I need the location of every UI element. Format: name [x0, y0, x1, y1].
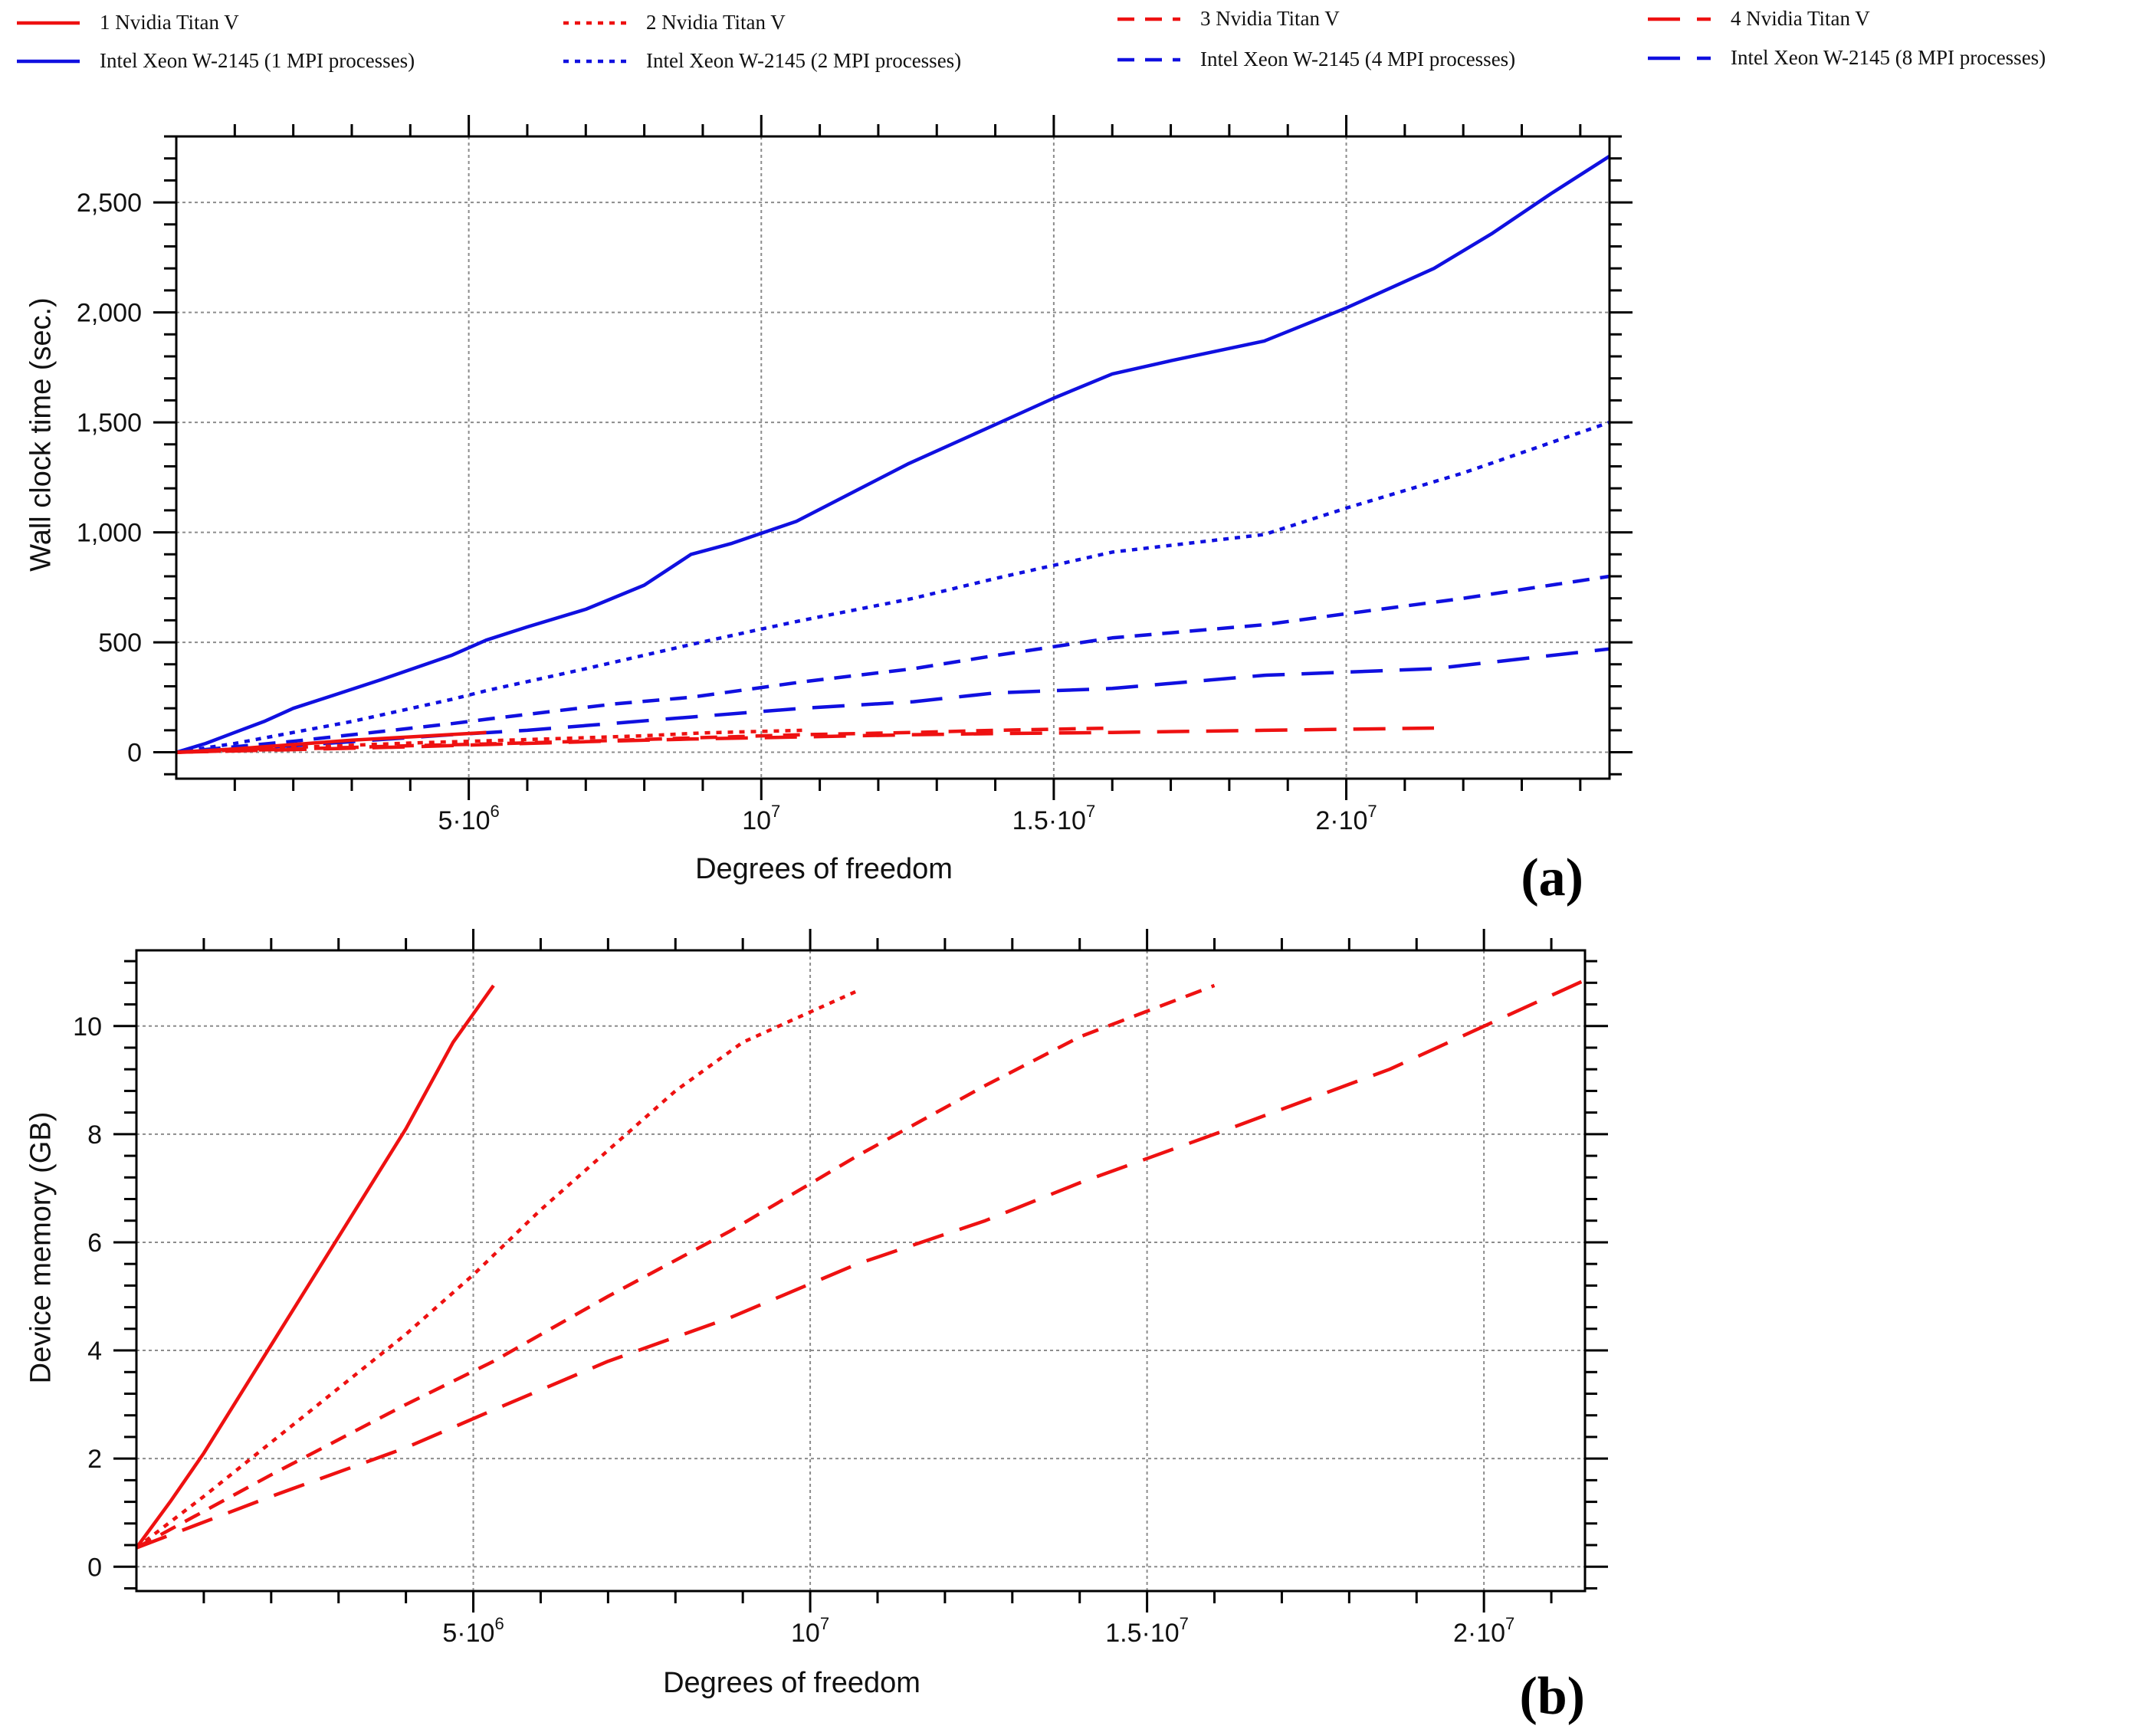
tick-labels: 5·106 107 1.5·107 2·10705001,0001,5002,0002…	[77, 189, 1377, 835]
panel-label: (a)	[1521, 848, 1583, 907]
legend-label: Intel Xeon W-2145 (8 MPI processes)	[1731, 46, 2046, 69]
y-tick-label: 0	[87, 1553, 102, 1582]
x-tick-exponent: 7	[1505, 1614, 1514, 1633]
series-line	[176, 726, 1435, 754]
axis-ticks	[113, 929, 1608, 1613]
y-tick-label: 2	[87, 1445, 102, 1474]
x-axis-title: Degrees of freedom	[695, 853, 953, 885]
y-tick-label: 2,500	[77, 189, 142, 218]
x-tick-base: 1.5·10	[1012, 806, 1086, 835]
y-tick-label: 10	[73, 1012, 102, 1042]
legend-label: Intel Xeon W-2145 (1 MPI processes)	[100, 49, 415, 72]
series-line	[176, 728, 802, 754]
series-line	[176, 420, 1610, 754]
x-axis-title: Degrees of freedom	[663, 1667, 920, 1699]
x-tick-exponent: 6	[494, 1614, 504, 1633]
legend-item: 1 Nvidia Titan V	[17, 11, 239, 34]
x-tick-exponent: 7	[820, 1614, 829, 1633]
x-tick-label: 1.5·107	[1105, 1614, 1189, 1648]
x-tick-label: 1.5·107	[1012, 802, 1096, 835]
series-line	[176, 154, 1611, 754]
legend-label: 1 Nvidia Titan V	[100, 11, 239, 34]
x-tick-base: 5·10	[438, 806, 490, 835]
y-tick-label: 1,000	[77, 519, 142, 548]
legend-item: 3 Nvidia Titan V	[1117, 7, 1340, 30]
x-tick-label: 2·107	[1453, 1614, 1514, 1648]
axis-ticks	[153, 115, 1633, 800]
legend-label: 4 Nvidia Titan V	[1731, 7, 1870, 30]
legend-label: Intel Xeon W-2145 (2 MPI processes)	[646, 49, 961, 72]
legend-label: 3 Nvidia Titan V	[1200, 7, 1340, 30]
plot-frame	[135, 949, 1587, 1593]
x-tick-exponent: 7	[771, 802, 780, 821]
x-tick-base: 10	[742, 806, 771, 835]
grid	[176, 136, 1610, 779]
legend-item: Intel Xeon W-2145 (1 MPI processes)	[17, 49, 415, 72]
series-line	[136, 978, 1586, 1550]
x-tick-label: 107	[791, 1614, 829, 1648]
x-tick-label: 2·107	[1315, 802, 1377, 835]
legend-item: 4 Nvidia Titan V	[1648, 7, 1870, 30]
x-tick-base: 2·10	[1453, 1619, 1505, 1648]
chart-panel-a: 5·106 107 1.5·107 2·10705001,0001,5002,0002…	[25, 115, 1633, 907]
legend-item: Intel Xeon W-2145 (4 MPI processes)	[1117, 48, 1515, 71]
legend-item: 2 Nvidia Titan V	[563, 11, 786, 34]
series-line	[135, 989, 858, 1550]
y-tick-label: 4	[87, 1337, 102, 1366]
x-tick-exponent: 6	[491, 802, 500, 821]
series-line	[176, 574, 1610, 754]
plot-frame	[175, 135, 1611, 780]
panel-label: (b)	[1519, 1667, 1585, 1726]
y-tick-label: 2,000	[77, 299, 142, 328]
series-group	[176, 154, 1611, 754]
y-axis-title: Device memory (GB)	[25, 1112, 57, 1384]
legend-item: Intel Xeon W-2145 (8 MPI processes)	[1648, 46, 2046, 69]
series-line	[135, 983, 1216, 1550]
legend: 1 Nvidia Titan V Intel Xeon W-2145 (1 MPI…	[17, 7, 2046, 72]
legend-label: 2 Nvidia Titan V	[646, 11, 786, 34]
x-tick-label: 107	[742, 802, 780, 835]
y-axis-title: Wall clock time (sec.)	[25, 297, 57, 572]
y-tick-label: 500	[98, 628, 142, 658]
x-tick-exponent: 7	[1180, 1614, 1189, 1633]
y-tick-label: 6	[87, 1229, 102, 1258]
series-line	[135, 984, 495, 1549]
x-tick-exponent: 7	[1367, 802, 1377, 821]
grid	[136, 950, 1585, 1591]
x-tick-base: 10	[791, 1619, 820, 1648]
y-tick-label: 8	[87, 1120, 102, 1150]
x-tick-base: 1.5·10	[1105, 1619, 1179, 1648]
y-tick-label: 1,500	[77, 408, 142, 438]
y-tick-label: 0	[127, 739, 142, 768]
x-tick-label: 5·106	[438, 802, 499, 835]
x-tick-label: 5·106	[442, 1614, 504, 1648]
x-tick-base: 2·10	[1315, 806, 1367, 835]
series-group	[135, 978, 1586, 1550]
legend-item: Intel Xeon W-2145 (2 MPI processes)	[563, 49, 961, 72]
x-tick-exponent: 7	[1086, 802, 1095, 821]
legend-label: Intel Xeon W-2145 (4 MPI processes)	[1200, 48, 1515, 71]
x-tick-base: 5·10	[442, 1619, 494, 1648]
